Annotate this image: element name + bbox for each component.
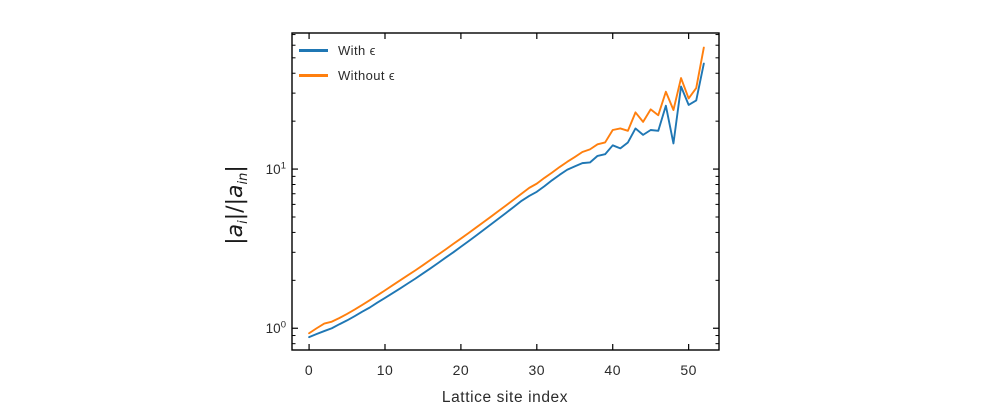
ylabel-a: a (222, 184, 248, 198)
series-line-with-ϵ (308, 62, 705, 339)
legend-entry-with-eps: With ϵ (299, 38, 395, 63)
x-tick-label: 0 (304, 362, 314, 378)
x-axis-label: Lattice site index (441, 389, 569, 406)
ylabel-bar: | (222, 165, 248, 173)
y-axis-label: |ai|/|ain| (223, 165, 251, 245)
legend-label: With ϵ (338, 43, 376, 58)
y-tick-label: 100 (265, 319, 286, 337)
ylabel-a: a (222, 223, 248, 238)
x-tick-label: 20 (452, 362, 470, 378)
x-tick-label: 10 (376, 362, 394, 378)
legend-label: Without ϵ (338, 68, 396, 83)
ylabel-mid: |/| (222, 197, 248, 221)
plot-frame (291, 32, 720, 351)
ylabel-sub-in: in (236, 172, 252, 185)
legend-line-swatch-orange (299, 74, 328, 77)
x-tick-label: 50 (680, 362, 697, 378)
y-tick-label: 101 (265, 160, 286, 177)
ylabel-sub-i: i (236, 220, 252, 224)
x-tick-label: 40 (604, 362, 622, 378)
series-line-without-ϵ (308, 46, 705, 335)
legend-line-swatch-blue (299, 49, 328, 52)
x-tick-label: 30 (528, 362, 546, 378)
legend-entry-without-eps: Without ϵ (299, 63, 395, 88)
legend: With ϵ Without ϵ (299, 38, 395, 88)
ylabel-bar: | (222, 237, 248, 245)
